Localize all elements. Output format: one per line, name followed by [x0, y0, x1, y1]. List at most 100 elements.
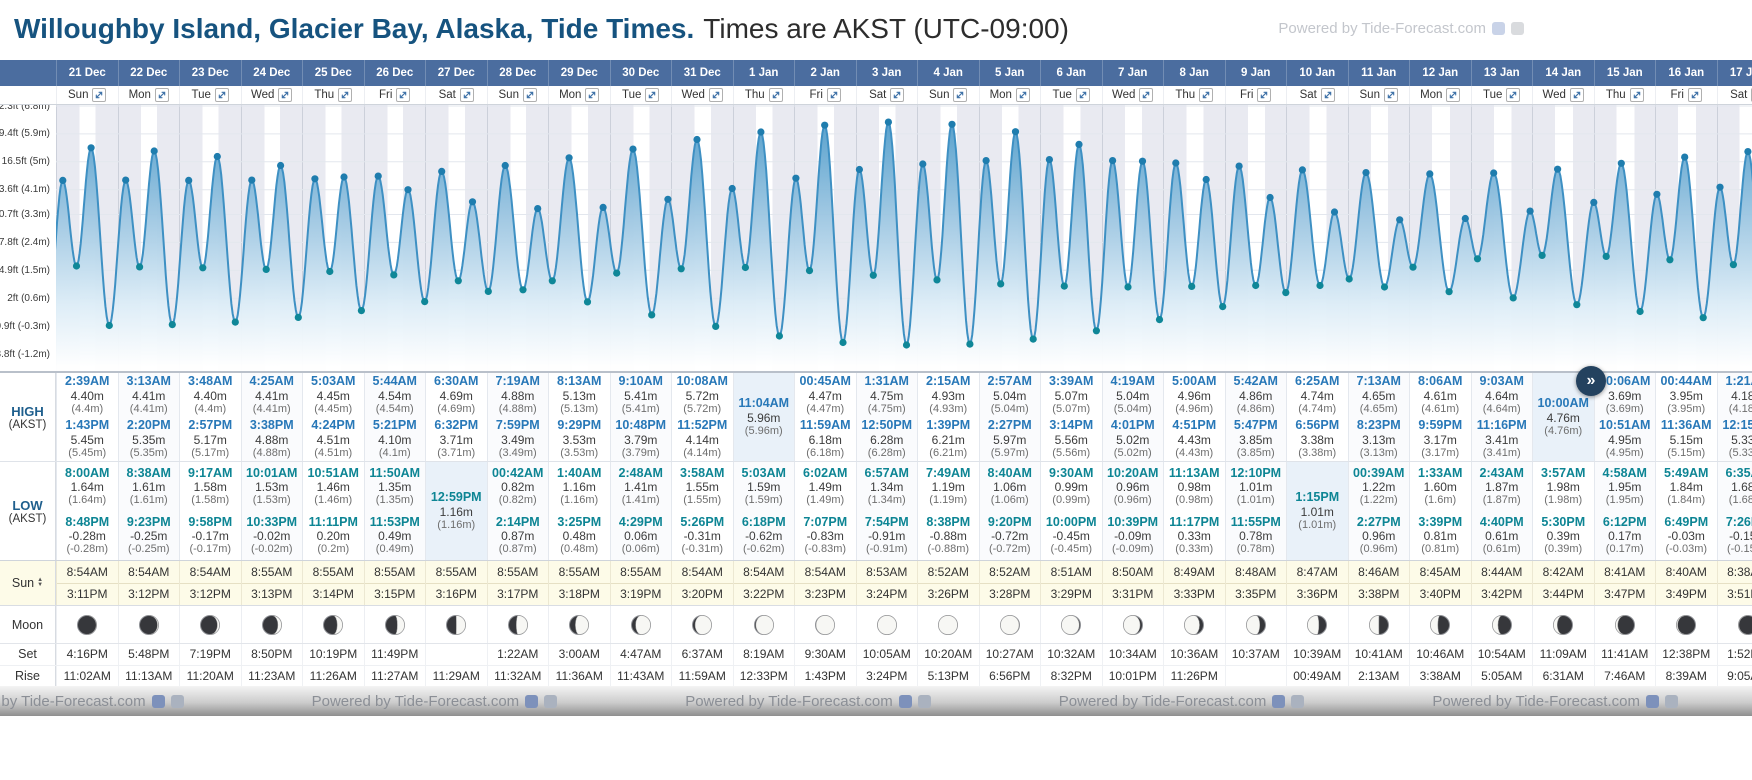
expand-day-icon[interactable] [645, 88, 660, 102]
tide-event: 6:18PM -0.62m (-0.62m) [734, 511, 795, 560]
tide-event: 5:03AM 1.59m (1.59m) [734, 462, 795, 511]
expand-day-icon[interactable] [1199, 88, 1214, 102]
moon-phase-icon [1676, 614, 1697, 635]
expand-day-icon[interactable] [826, 88, 841, 102]
expand-day-icon[interactable] [1506, 88, 1521, 102]
moon-cell [179, 606, 241, 643]
tide-time: 8:38PM [926, 514, 971, 529]
expand-day-icon[interactable] [1015, 88, 1030, 102]
expand-day-icon[interactable] [1139, 88, 1154, 102]
tide-height: 1.06m [993, 480, 1027, 495]
moonset-time: 10:27AM [978, 644, 1041, 665]
tide-time: 6:25AM [1295, 374, 1340, 389]
page-title: Willoughby Island, Glacier Bay, Alaska, … [0, 0, 1752, 45]
tide-extreme-dot [1124, 283, 1132, 291]
moonset-time: 10:46AM [1409, 644, 1471, 665]
sunset-time: 3:44PM [1542, 587, 1584, 602]
tide-time: 2:27PM [1356, 514, 1401, 529]
tide-time: 4:40PM [1479, 514, 1524, 529]
tide-time: 00:39AM [1353, 465, 1405, 480]
tide-height-alt: (1.59m) [744, 494, 783, 507]
tide-extreme-dot [599, 203, 607, 211]
moonrise-time: 11:27AM [363, 666, 426, 686]
tide-height-alt: (5.13m) [560, 402, 599, 415]
expand-day-icon[interactable] [768, 88, 783, 102]
tide-extreme-dot [1617, 159, 1625, 167]
tide-extreme-dot [1666, 256, 1674, 264]
moon-phase-icon [77, 614, 98, 635]
expand-day-icon[interactable] [92, 88, 107, 102]
tide-time: 10:00AM [1537, 396, 1589, 411]
expand-day-icon[interactable] [154, 88, 169, 102]
tide-time: 11:53PM [369, 514, 420, 529]
expand-day-icon[interactable] [396, 88, 411, 102]
expand-day-icon[interactable] [278, 88, 293, 102]
tide-time: 8:13AM [557, 374, 602, 389]
weekday-label: Sat [869, 89, 887, 101]
tide-time: 6:32PM [434, 418, 479, 433]
sunrise-time: 8:47AM [1287, 561, 1348, 584]
tide-height-alt: (4.41m) [252, 402, 291, 415]
tide-time: 9:58PM [188, 514, 233, 529]
low-tide-cell: 5:03AM 1.59m (1.59m) 6:18PM -0.62m (-0.62m) [732, 462, 795, 560]
moonset-time: 10:34AM [1101, 644, 1164, 665]
tide-height: 4.76m [1546, 410, 1580, 425]
expand-day-icon[interactable] [1569, 88, 1584, 102]
tide-event: 11:50AM 1.35m (1.35m) [365, 462, 426, 511]
low-tide-row: LOW (AKST) 8:00AM 1.64m (1.64m) 8:48PM -0.28… [0, 461, 1752, 560]
moon-cell [978, 606, 1041, 643]
moon-cell [1593, 606, 1656, 643]
moonrise-time: 11:02AM [56, 666, 118, 686]
tide-height: 1.53m [255, 480, 289, 495]
scroll-next-button[interactable]: » [1576, 366, 1606, 396]
tide-event: 3:58AM 1.55m (1.55m) [672, 462, 733, 511]
expand-day-icon[interactable] [1075, 88, 1090, 102]
tide-height-alt: (4.61m) [1421, 402, 1460, 415]
expand-day-icon[interactable] [708, 88, 723, 102]
expand-day-icon[interactable] [1629, 88, 1644, 102]
tide-height: 5.56m [1054, 432, 1088, 447]
expand-day-icon[interactable] [338, 88, 353, 102]
expand-day-icon[interactable] [953, 88, 968, 102]
moonset-time: 10:37AM [1224, 644, 1287, 665]
weekday-cell: Thu [732, 86, 795, 104]
expand-day-icon[interactable] [1446, 88, 1461, 102]
tide-extreme-dot [248, 176, 256, 184]
expand-day-icon[interactable] [890, 88, 905, 102]
tide-event: 11:59AM 6.18m (6.18m) [795, 417, 856, 461]
tide-height-alt: (3.79m) [621, 446, 660, 459]
tide-time: 7:26PM [1725, 514, 1752, 529]
tide-extreme-dot [757, 128, 765, 136]
expand-day-icon[interactable] [585, 88, 600, 102]
expand-day-icon[interactable] [1320, 88, 1335, 102]
tide-height-alt: (1.35m) [375, 494, 414, 507]
moon-label: Moon [0, 606, 56, 643]
tide-height-alt: (4.74m) [1298, 402, 1337, 415]
moonset-time: 9:30AM [794, 644, 856, 665]
expand-day-icon[interactable] [214, 88, 229, 102]
tide-height: 5.72m [685, 388, 719, 403]
tide-event: 5:21PM 4.10m (4.1m) [365, 417, 426, 461]
tide-extreme-dot [1045, 156, 1053, 164]
expand-day-icon[interactable] [1257, 88, 1272, 102]
expand-day-icon[interactable] [1687, 88, 1702, 102]
moonrise-time: 11:36AM [548, 666, 610, 686]
expand-day-icon[interactable] [522, 88, 537, 102]
tide-time: 4:25AM [249, 374, 294, 389]
tide-time: 9:29PM [557, 418, 602, 433]
tide-height-alt: (0.33m) [1175, 543, 1214, 556]
expand-day-icon[interactable] [1383, 88, 1398, 102]
moonset-time: 10:54AM [1470, 644, 1533, 665]
tide-time: 11:11PM [308, 514, 358, 529]
tide-event: 11:13AM 0.98m (0.98m) [1164, 462, 1225, 511]
moon-phase-icon [1368, 614, 1389, 635]
low-tide-cell: 1:33AM 1.60m (1.6m) 3:39PM 0.81m (0.81m) [1409, 462, 1471, 560]
weekday-cell: Sat [1286, 86, 1348, 104]
tide-time: 8:38AM [126, 465, 171, 480]
tide-extreme-dot [421, 298, 429, 306]
expand-day-icon[interactable] [459, 88, 474, 102]
tide-height-alt: (5.07m) [1052, 402, 1091, 415]
sunset-time: 3:47PM [1604, 587, 1646, 602]
tide-height-alt: (4.96m) [1175, 402, 1214, 415]
tide-time: 6:30AM [434, 374, 479, 389]
